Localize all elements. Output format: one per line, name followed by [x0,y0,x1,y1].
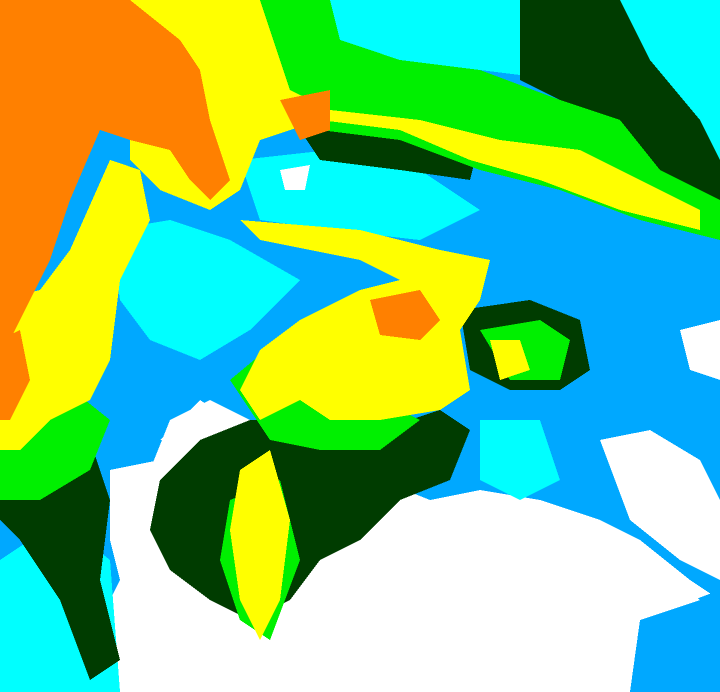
region-yellow [490,340,530,380]
region-yellow [240,220,490,420]
region-orange [0,0,230,340]
region-orange [370,290,440,340]
region-yellow [130,0,700,230]
region-none [600,430,720,580]
region-cyan [110,220,300,360]
region-cyan [330,0,560,80]
region-none [280,165,310,190]
region-dark-green [520,0,720,200]
region-none [110,460,160,580]
region-orange [280,90,330,140]
region-cyan [480,420,560,500]
region-yellow [0,160,150,450]
region-none [680,320,720,380]
region-yellow [230,450,290,640]
region-none [160,400,230,440]
region-none [150,500,700,692]
region-orange [0,330,30,420]
